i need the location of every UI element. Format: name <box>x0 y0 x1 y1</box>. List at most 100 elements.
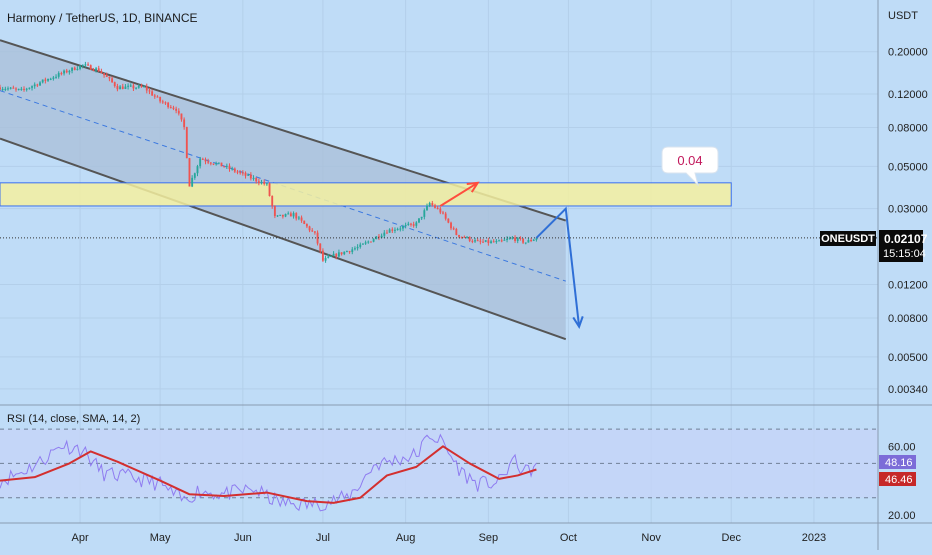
candle-body <box>76 68 79 70</box>
candle-body <box>255 177 258 182</box>
candle-body <box>260 181 263 183</box>
candle-body <box>447 218 450 223</box>
candle-body <box>4 88 7 90</box>
candle-body <box>404 224 407 227</box>
projection-forecast-arrow-head <box>572 316 584 330</box>
candle-body <box>289 213 292 217</box>
candle-body <box>391 229 394 231</box>
candle-body <box>514 237 516 241</box>
candle-body <box>516 237 519 241</box>
candle-body <box>503 239 506 241</box>
candle-body <box>426 205 428 211</box>
candle-body <box>199 158 202 167</box>
rsi-ma-line <box>0 445 537 504</box>
rsi-layer <box>0 428 878 512</box>
candle-body <box>316 232 319 244</box>
candle-body <box>0 87 1 90</box>
candle-body <box>79 65 81 69</box>
candle-body <box>31 86 33 88</box>
candle-body <box>28 87 31 89</box>
projection-up-arrow-head <box>466 181 480 193</box>
candle-body <box>233 168 236 172</box>
candle-body <box>281 214 284 217</box>
candle-body <box>39 82 41 86</box>
y-tick-label: 0.00340 <box>888 384 928 396</box>
candle-body <box>487 240 490 244</box>
candle-body <box>249 174 252 179</box>
candle-body <box>474 240 476 242</box>
candle-body <box>207 161 210 163</box>
candle-body <box>23 88 25 90</box>
candle-body <box>370 241 372 243</box>
candle-body <box>276 215 279 217</box>
candles-layer <box>0 61 538 263</box>
candle-body <box>532 239 535 241</box>
candle-body <box>407 223 410 225</box>
candle-body <box>63 70 65 74</box>
candle-body <box>159 97 162 102</box>
last-price-marker: ONEUSDT 0.02107 15:15:04 <box>820 230 928 262</box>
y-tick-label: 0.00800 <box>888 313 928 325</box>
price-axis-unit: USDT <box>888 10 918 22</box>
candle-body <box>175 108 178 111</box>
candle-body <box>239 172 242 174</box>
candle-body <box>113 82 116 87</box>
candle-body <box>25 88 28 90</box>
candle-body <box>81 64 84 66</box>
candle-body <box>68 70 71 73</box>
candle-body <box>7 88 9 90</box>
candle-body <box>265 183 268 185</box>
candle-body <box>228 165 231 169</box>
candle-body <box>55 76 57 78</box>
candle-body <box>345 251 348 253</box>
candle-body <box>225 165 228 167</box>
candle-body <box>455 228 458 235</box>
x-tick-label: Sep <box>479 532 499 544</box>
candle-body <box>172 107 175 109</box>
candle-body <box>271 195 274 207</box>
rsi-value: 48.16 <box>885 457 913 469</box>
candle-body <box>89 65 92 70</box>
candle-body <box>423 210 426 217</box>
candle-body <box>244 172 247 176</box>
candle-body <box>428 203 431 206</box>
x-tick-label: Apr <box>71 532 88 544</box>
candle-body <box>17 88 20 90</box>
candle-body <box>418 218 420 223</box>
candle-body <box>359 244 362 247</box>
rsi-tick-label: 60.00 <box>888 441 916 453</box>
candle-body <box>375 236 378 240</box>
y-tick-label: 0.08000 <box>888 123 928 135</box>
candle-body <box>95 68 98 71</box>
candle-body <box>439 208 442 213</box>
candle-body <box>57 73 60 77</box>
candle-body <box>36 84 39 86</box>
axis-layer: Apr May Jun Jul Aug Sep Oct Nov Dec 2023 0.20000 0.… <box>71 47 927 544</box>
candle-body <box>212 163 215 165</box>
candle-body <box>324 257 327 261</box>
candle-body <box>351 249 354 253</box>
candle-body <box>236 171 239 173</box>
candle-body <box>498 240 500 242</box>
candle-body <box>394 229 396 231</box>
candle-body <box>135 87 138 89</box>
candle-body <box>223 166 226 168</box>
candle-body <box>466 236 468 238</box>
x-tick-label: 2023 <box>802 532 826 544</box>
candle-body <box>257 181 260 183</box>
rsi-tick-label: 20.00 <box>888 510 916 522</box>
candle-body <box>527 239 530 243</box>
candle-body <box>420 216 423 219</box>
candle-body <box>287 213 290 215</box>
candle-body <box>215 163 218 165</box>
candle-body <box>468 236 471 241</box>
candle-body <box>292 213 295 217</box>
resistance-zone-layer <box>0 182 732 207</box>
candle-body <box>343 251 346 255</box>
chart-title: Harmony / TetherUS, 1D, BINANCE <box>7 11 198 25</box>
price-annotation[interactable]: 0.04 <box>661 146 719 187</box>
candle-body <box>519 237 522 239</box>
candle-body <box>49 78 52 80</box>
candle-body <box>148 90 151 92</box>
